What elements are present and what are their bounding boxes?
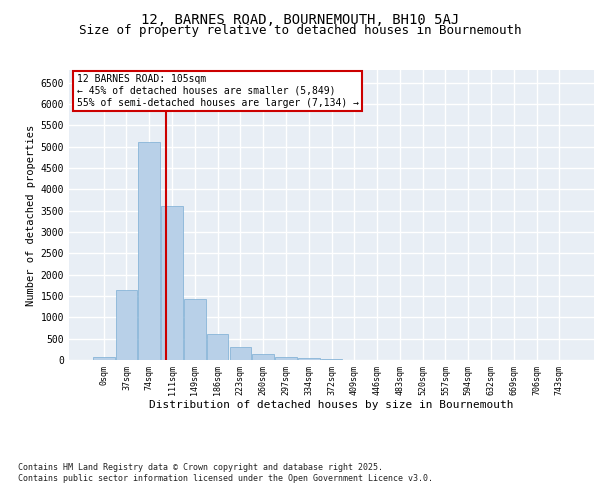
Text: Contains HM Land Registry data © Crown copyright and database right 2025.: Contains HM Land Registry data © Crown c… <box>18 462 383 471</box>
Bar <box>320 358 343 360</box>
Bar <box>116 290 137 360</box>
X-axis label: Distribution of detached houses by size in Bournemouth: Distribution of detached houses by size … <box>149 400 514 410</box>
Bar <box>93 357 115 360</box>
Bar <box>161 206 183 360</box>
Bar <box>184 300 206 360</box>
Text: 12 BARNES ROAD: 105sqm
← 45% of detached houses are smaller (5,849)
55% of semi-: 12 BARNES ROAD: 105sqm ← 45% of detached… <box>77 74 359 108</box>
Bar <box>298 358 320 360</box>
Text: Contains public sector information licensed under the Open Government Licence v3: Contains public sector information licen… <box>18 474 433 483</box>
Bar <box>230 347 251 360</box>
Bar <box>253 354 274 360</box>
Bar <box>275 357 297 360</box>
Bar <box>139 142 160 360</box>
Text: Size of property relative to detached houses in Bournemouth: Size of property relative to detached ho… <box>79 24 521 37</box>
Text: 12, BARNES ROAD, BOURNEMOUTH, BH10 5AJ: 12, BARNES ROAD, BOURNEMOUTH, BH10 5AJ <box>141 12 459 26</box>
Bar <box>207 334 229 360</box>
Y-axis label: Number of detached properties: Number of detached properties <box>26 124 37 306</box>
